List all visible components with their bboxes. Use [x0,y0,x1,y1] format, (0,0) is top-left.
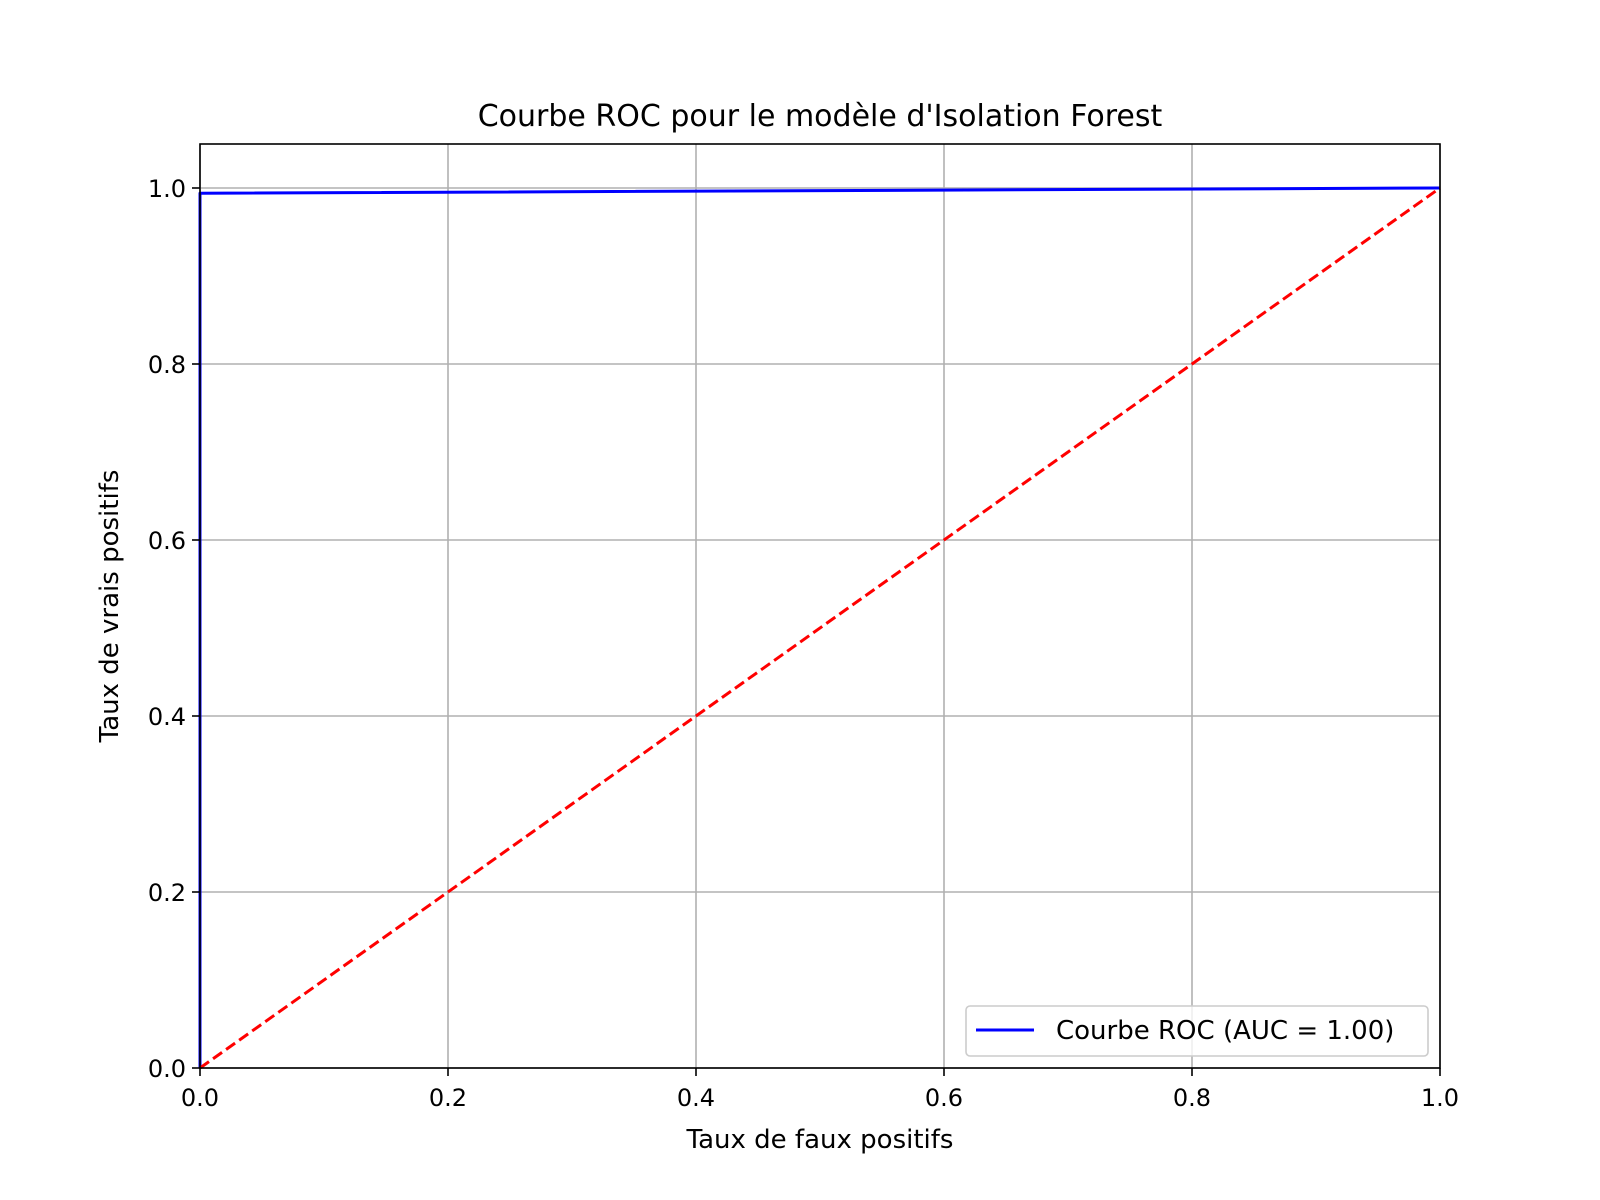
y-tick-label: 0.4 [148,703,186,731]
x-tick-label: 0.8 [1173,1084,1211,1112]
x-tick-label: 0.0 [181,1084,219,1112]
grid [199,144,1441,1069]
x-tick-label: 0.2 [429,1084,467,1112]
random-classifier-line [199,186,1441,1070]
y-tick-label: 0.2 [148,879,186,907]
chart-title: Courbe ROC pour le modèle d'Isolation Fo… [478,99,1163,134]
y-tick-label: 0.0 [148,1055,186,1083]
legend: Courbe ROC (AUC = 1.00) [965,1005,1429,1057]
axis-ticks: 0.0 0.2 0.4 0.6 0.8 1.0 0.0 0.2 0.4 0.6 0.8 1.0 [148,175,1459,1112]
y-tick-label: 0.6 [148,527,186,555]
y-axis-label: Taux de vrais positifs [95,470,125,744]
legend-box [965,1005,1429,1057]
plot-frame [199,143,1441,1069]
y-tick-label: 1.0 [148,175,186,203]
legend-entry-roc: Courbe ROC (AUC = 1.00) [1056,1016,1394,1046]
x-axis-label: Taux de faux positifs [686,1125,954,1155]
y-tick-label: 0.8 [148,351,186,379]
x-tick-label: 1.0 [1421,1084,1459,1112]
x-tick-label: 0.6 [925,1084,963,1112]
plot-area [200,144,1440,1068]
x-tick-label: 0.4 [677,1084,715,1112]
